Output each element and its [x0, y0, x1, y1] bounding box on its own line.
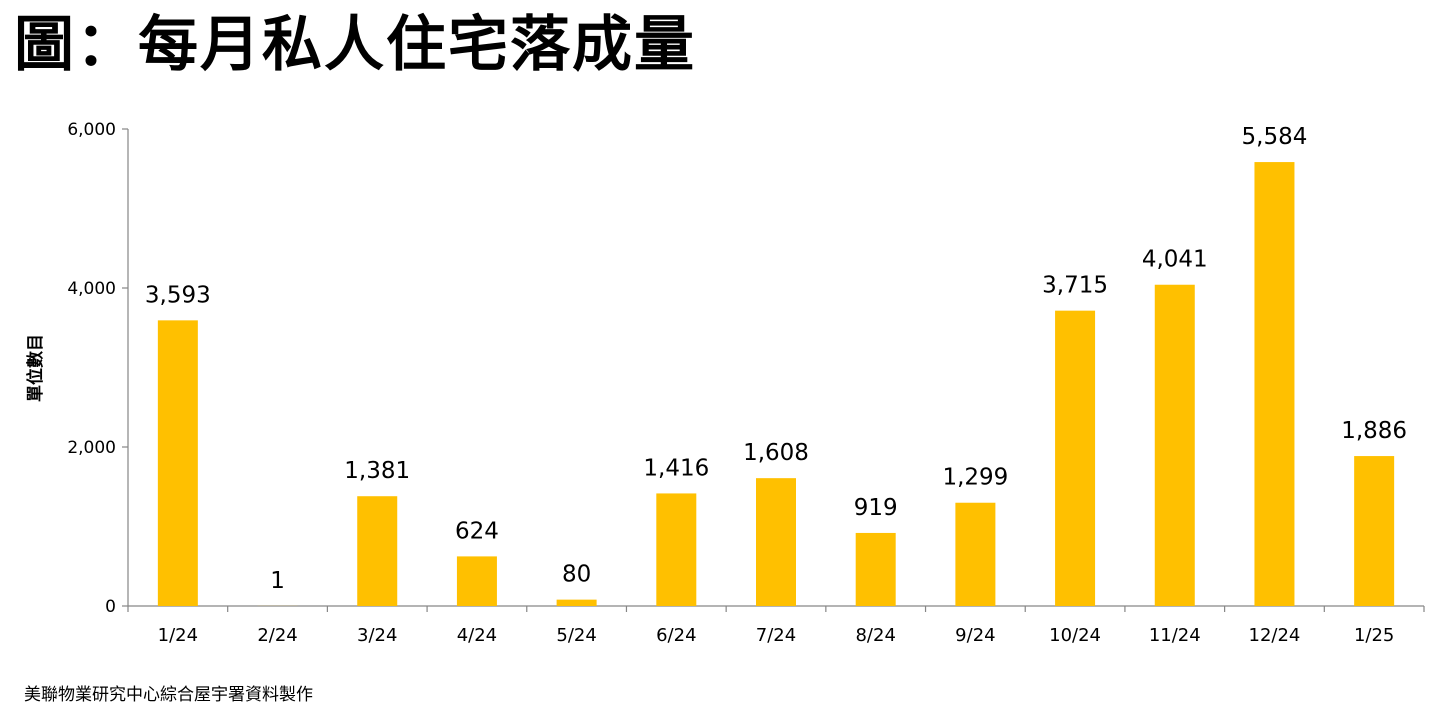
x-tick-label: 12/24 — [1249, 625, 1301, 646]
x-tick-label: 7/24 — [756, 625, 796, 646]
data-label: 80 — [562, 562, 591, 588]
data-label: 3,593 — [145, 282, 211, 308]
x-tick-label: 9/24 — [955, 625, 995, 646]
data-label: 1,416 — [643, 455, 709, 481]
data-label: 1,886 — [1341, 418, 1407, 444]
data-labels: 3,593 1 1,381 624 80 1,416 1,608 919 1,299 3,715 4… — [145, 124, 1407, 594]
bars — [157, 162, 1395, 606]
x-tick-label: 1/25 — [1354, 625, 1394, 646]
source-note: 美聯物業研究中心綜合屋宇署資料製作 — [24, 685, 313, 705]
bar — [357, 496, 398, 606]
x-tick-label: 3/24 — [357, 625, 397, 646]
x-tick-label: 1/24 — [158, 625, 198, 646]
y-axis: 0 2,000 4,000 6,000 — [67, 120, 129, 617]
x-tick-label: 5/24 — [556, 625, 596, 646]
data-label: 919 — [854, 495, 898, 521]
y-tick-label: 4,000 — [67, 279, 116, 299]
data-label: 1,608 — [743, 440, 809, 466]
y-tick-label: 2,000 — [67, 438, 116, 458]
bar — [556, 599, 597, 606]
bar — [955, 502, 996, 606]
data-label: 1 — [270, 568, 285, 594]
data-label: 1,299 — [942, 465, 1008, 491]
y-axis-label: 單位數目 — [25, 334, 46, 402]
bar — [1154, 284, 1195, 606]
x-tick-label: 8/24 — [855, 625, 895, 646]
data-label: 5,584 — [1242, 124, 1308, 150]
bar — [756, 478, 796, 606]
x-tick-label: 4/24 — [457, 625, 497, 646]
bar — [157, 320, 198, 606]
bar — [1055, 310, 1096, 606]
bar — [1354, 456, 1395, 606]
bar — [855, 532, 896, 606]
x-tick-label: 10/24 — [1049, 625, 1101, 646]
data-label: 4,041 — [1142, 247, 1208, 273]
x-tick-label: 11/24 — [1149, 625, 1201, 646]
page-title: 圖：每月私人住宅落成量 — [14, 10, 696, 80]
data-label: 3,715 — [1042, 273, 1108, 299]
bar — [1254, 162, 1295, 606]
bar — [456, 556, 497, 606]
data-label: 624 — [455, 518, 499, 544]
bar — [656, 493, 697, 606]
x-tick-label: 2/24 — [257, 625, 297, 646]
y-tick-label: 0 — [105, 597, 116, 617]
y-tick-label: 6,000 — [67, 120, 116, 140]
data-label: 1,381 — [344, 458, 410, 484]
x-tick-label: 6/24 — [656, 625, 696, 646]
x-axis: 1/24 2/24 3/24 4/24 5/24 6/24 7/24 8/24 9/24 10/2… — [127, 605, 1425, 646]
